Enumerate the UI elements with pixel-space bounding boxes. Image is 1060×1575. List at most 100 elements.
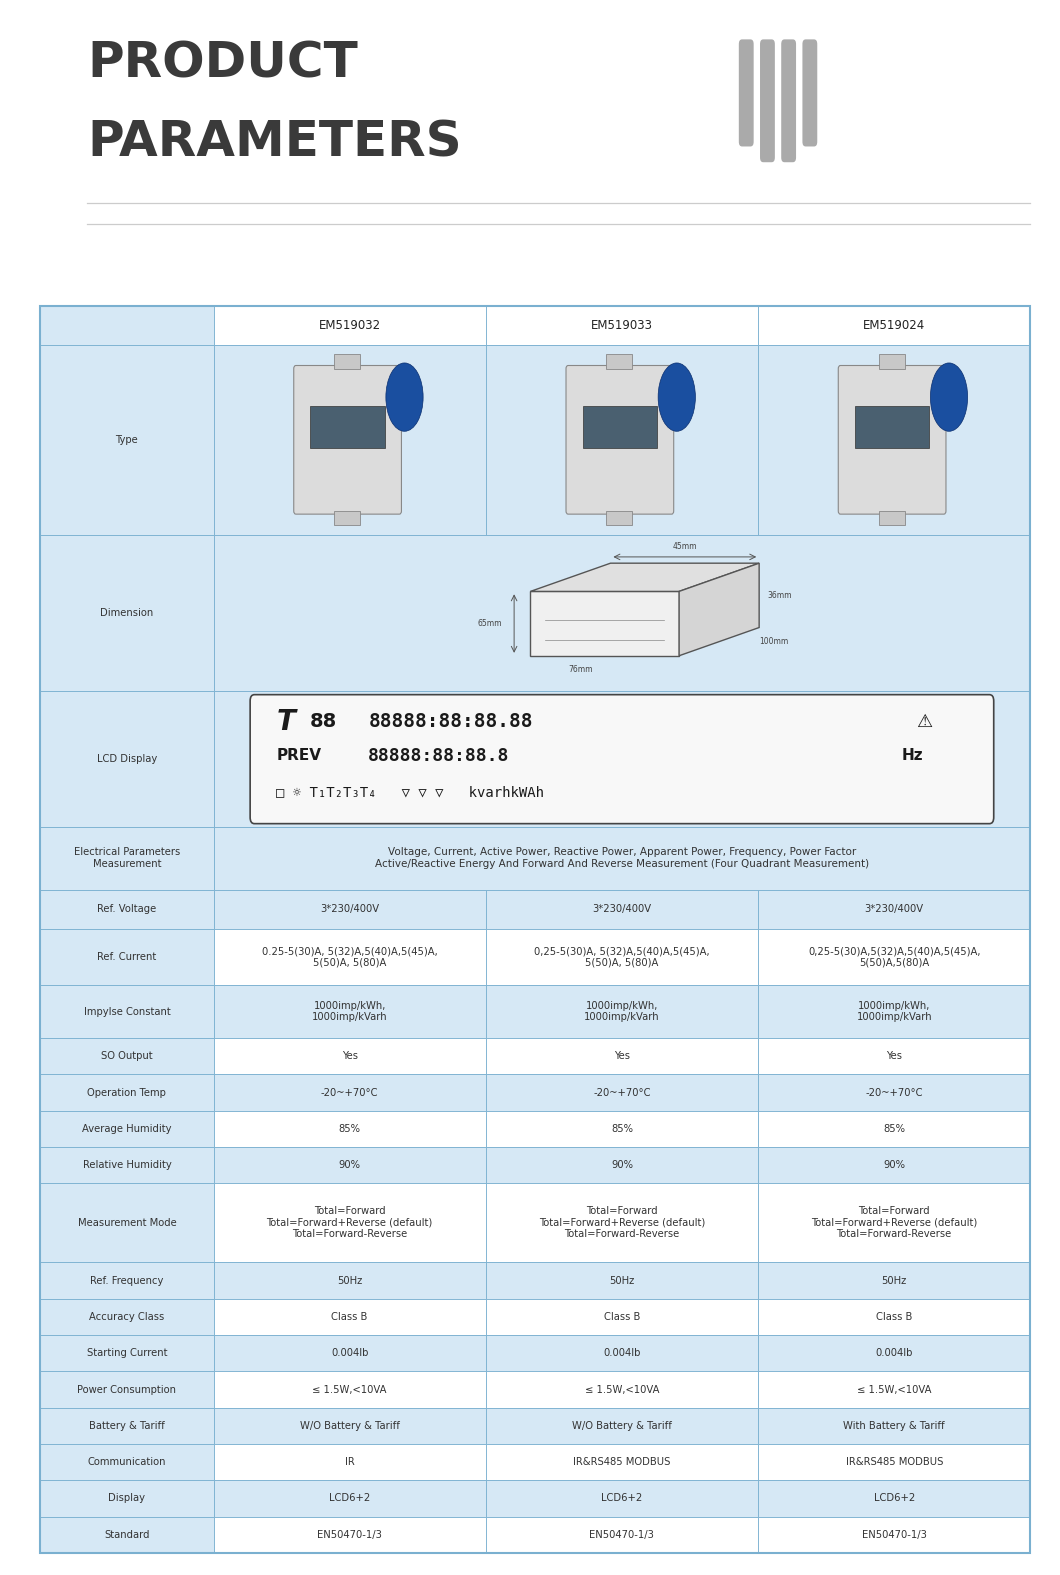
Text: 3*230/400V: 3*230/400V <box>593 904 652 915</box>
Bar <box>213 1480 485 1517</box>
Bar <box>40 1299 213 1336</box>
Bar <box>485 1480 758 1517</box>
Bar <box>40 1110 213 1147</box>
Text: 85%: 85% <box>611 1125 633 1134</box>
Bar <box>879 510 904 524</box>
Bar <box>40 1480 213 1517</box>
Text: Display: Display <box>108 1493 145 1504</box>
Text: -20~+70°C: -20~+70°C <box>594 1087 651 1098</box>
Polygon shape <box>530 591 679 655</box>
Text: Total=Forward
Total=Forward+Reverse (default)
Total=Forward-Reverse: Total=Forward Total=Forward+Reverse (def… <box>811 1206 977 1240</box>
Bar <box>40 1408 213 1444</box>
Bar <box>758 1183 1030 1263</box>
FancyBboxPatch shape <box>838 365 946 513</box>
Text: CE M220598: CE M220598 <box>855 469 887 474</box>
Ellipse shape <box>658 362 695 432</box>
Text: 50Hz: 50Hz <box>882 1276 906 1285</box>
Text: ≤ 1.5W,<10VA: ≤ 1.5W,<10VA <box>585 1384 659 1394</box>
Text: MID: MID <box>396 394 412 400</box>
Text: EM519024: EM519024 <box>863 318 925 332</box>
Text: 85%: 85% <box>883 1125 905 1134</box>
Text: 90%: 90% <box>883 1161 905 1170</box>
Text: W/O Battery & Tariff: W/O Battery & Tariff <box>300 1421 400 1430</box>
Text: Ref. Current: Ref. Current <box>98 953 157 962</box>
Bar <box>213 1110 485 1147</box>
Text: 88888:88:88.88: 88888:88:88.88 <box>368 712 533 731</box>
Text: 1000imp/kWh,
1000imp/kVarh: 1000imp/kWh, 1000imp/kVarh <box>856 1000 932 1022</box>
Text: Type: Type <box>116 435 138 444</box>
Text: ≤ 1.5W,<10VA: ≤ 1.5W,<10VA <box>313 1384 387 1394</box>
Text: 0.004lb: 0.004lb <box>876 1348 913 1358</box>
Text: □ ☼ T₁T₂T₃T₄   ▽ ▽ ▽   kvarhkWAh: □ ☼ T₁T₂T₃T₄ ▽ ▽ ▽ kvarhkWAh <box>277 784 545 799</box>
Text: Standard: Standard <box>104 1529 149 1540</box>
Bar <box>758 1263 1030 1299</box>
Bar <box>213 1263 485 1299</box>
Bar <box>213 1147 485 1183</box>
Text: EM519024: EM519024 <box>877 425 907 430</box>
Bar <box>758 1074 1030 1110</box>
Text: 0,25-5(30)A, 5(32)A,5(40)A,5(45)A,
5(50)A, 5(80)A: 0,25-5(30)A, 5(32)A,5(40)A,5(45)A, 5(50)… <box>534 947 710 969</box>
FancyBboxPatch shape <box>566 365 674 513</box>
Bar <box>758 1038 1030 1074</box>
Text: Class B: Class B <box>332 1312 368 1321</box>
Bar <box>213 345 485 534</box>
Bar <box>40 890 213 929</box>
Bar <box>485 345 758 534</box>
Bar <box>213 1517 485 1553</box>
Bar <box>213 986 485 1038</box>
Bar <box>485 1372 758 1408</box>
Text: IR&RS485 MODBUS: IR&RS485 MODBUS <box>846 1457 943 1468</box>
Text: EN50470-1/3: EN50470-1/3 <box>589 1529 654 1540</box>
Bar <box>213 345 1030 534</box>
Text: ★ ★ ★: ★ ★ ★ <box>398 383 411 387</box>
Bar <box>485 1110 758 1147</box>
Text: 3*230/400V: 3*230/400V <box>865 904 923 915</box>
Bar <box>758 1372 1030 1408</box>
Text: 0,25-5(30)A,5(32)A,5(40)A,5(45)A,
5(50)A,5(80)A: 0,25-5(30)A,5(32)A,5(40)A,5(45)A, 5(50)A… <box>808 947 980 969</box>
Bar <box>485 1299 758 1336</box>
Bar <box>213 1408 485 1444</box>
Text: Dimension: Dimension <box>101 608 154 617</box>
Bar <box>40 345 213 534</box>
Bar <box>485 986 758 1038</box>
Text: MID: MID <box>941 394 956 400</box>
Text: PARAMETERS: PARAMETERS <box>87 118 461 165</box>
Text: 76mm: 76mm <box>568 665 593 674</box>
Text: Ref. Voltage: Ref. Voltage <box>98 904 157 915</box>
Text: CE M220598: CE M220598 <box>312 469 342 474</box>
Bar <box>485 1336 758 1372</box>
Text: Average Humidity: Average Humidity <box>83 1125 172 1134</box>
Text: Starting Current: Starting Current <box>87 1348 167 1358</box>
Text: IR: IR <box>344 1457 354 1468</box>
Text: T: T <box>277 707 296 736</box>
Polygon shape <box>530 564 759 591</box>
Text: 1000imp/kWh,
1000imp/kVarh: 1000imp/kWh, 1000imp/kVarh <box>584 1000 659 1022</box>
Text: 50Hz: 50Hz <box>337 1276 363 1285</box>
Text: 1000imp/kWh,
1000imp/kVarh: 1000imp/kWh, 1000imp/kVarh <box>312 1000 388 1022</box>
Bar <box>40 1074 213 1110</box>
Text: 45mm: 45mm <box>673 542 697 551</box>
Bar <box>213 691 1030 827</box>
Text: Class B: Class B <box>604 1312 640 1321</box>
Bar <box>40 306 213 345</box>
Text: Electrical Parameters
Measurement: Electrical Parameters Measurement <box>74 847 180 869</box>
Bar <box>40 1336 213 1372</box>
Text: Total=Forward
Total=Forward+Reverse (default)
Total=Forward-Reverse: Total=Forward Total=Forward+Reverse (def… <box>538 1206 705 1240</box>
Bar <box>40 534 213 691</box>
Bar <box>758 1299 1030 1336</box>
Text: Total=Forward
Total=Forward+Reverse (default)
Total=Forward-Reverse: Total=Forward Total=Forward+Reverse (def… <box>266 1206 432 1240</box>
Text: PREV: PREV <box>277 748 321 764</box>
Text: Voltage, Current, Active Power, Reactive Power, Apparent Power, Frequency, Power: Voltage, Current, Active Power, Reactive… <box>375 847 869 869</box>
Ellipse shape <box>386 362 423 432</box>
Text: 3*230/400V: 3*230/400V <box>320 904 379 915</box>
Text: 100mm: 100mm <box>759 636 789 646</box>
Text: 65mm: 65mm <box>477 619 501 628</box>
Text: EM519032: EM519032 <box>332 425 363 430</box>
Bar <box>213 1183 485 1263</box>
Text: 36mm: 36mm <box>767 591 792 600</box>
Bar <box>758 306 1030 345</box>
Bar <box>40 1147 213 1183</box>
Ellipse shape <box>931 362 968 432</box>
Bar <box>213 1038 485 1074</box>
Text: Power Consumption: Power Consumption <box>77 1384 176 1394</box>
